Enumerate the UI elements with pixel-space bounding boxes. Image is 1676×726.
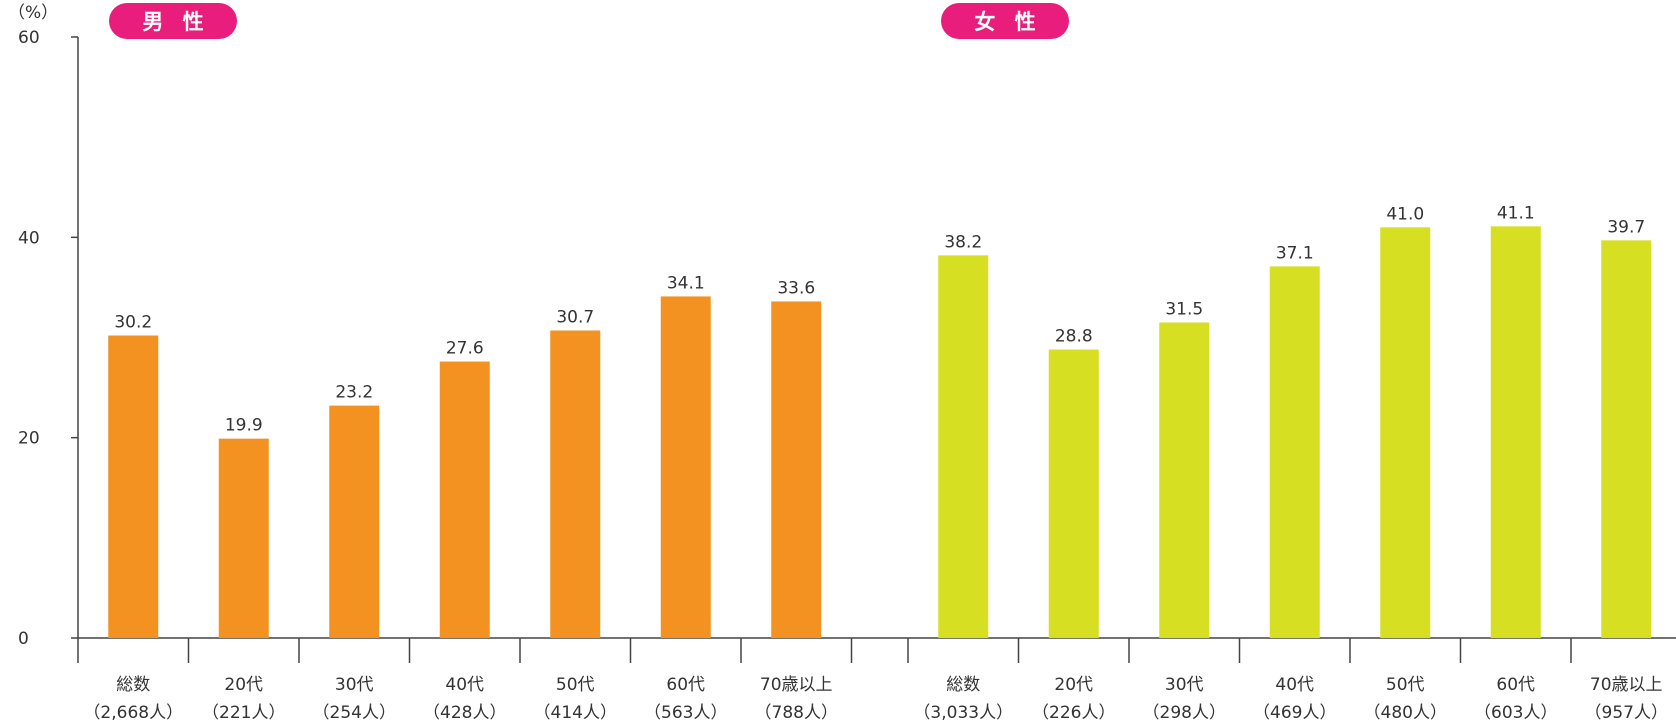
sample-size-label: （480人） — [1364, 703, 1447, 723]
sample-size-label: （298人） — [1143, 703, 1226, 723]
data-label: 38.2 — [944, 232, 982, 252]
x-tick-label: 40代 — [1275, 675, 1314, 695]
bar — [218, 438, 269, 638]
y-unit-label: （%） — [8, 3, 58, 23]
x-tick-label: 総数 — [946, 675, 980, 695]
bar — [1048, 349, 1099, 638]
y-tick-label: 20 — [18, 429, 40, 449]
sample-size-label: （221人） — [202, 703, 285, 723]
group-title: 男 性 — [142, 10, 209, 34]
bar — [660, 296, 711, 638]
data-label: 31.5 — [1165, 299, 1203, 319]
x-tick-label: 50代 — [556, 675, 595, 695]
sample-size-label: （563人） — [644, 703, 727, 723]
data-label: 34.1 — [667, 273, 705, 293]
sample-size-label: （957人） — [1585, 703, 1668, 723]
labels: 30.2 総数 （2,668人） 19.9 20代 （221人） 23.2 30代 （254人）… — [83, 203, 1668, 723]
y-tick-label: 0 — [18, 629, 29, 649]
sample-size-label: （2,668人） — [83, 703, 183, 723]
group-title: 女 性 — [974, 10, 1041, 34]
sample-size-label: （254人） — [313, 703, 396, 723]
y-tick-label: 40 — [18, 228, 40, 248]
data-label: 27.6 — [446, 339, 484, 359]
bar — [1159, 322, 1210, 638]
y-tick-label: 60 — [18, 28, 40, 48]
bar — [771, 301, 822, 638]
sample-size-label: （428人） — [423, 703, 506, 723]
group-title-pill — [941, 3, 1069, 39]
x-tick-label: 20代 — [224, 675, 263, 695]
data-label: 41.0 — [1386, 204, 1424, 224]
bar — [329, 405, 380, 638]
bar — [1601, 240, 1652, 639]
sample-size-label: （603人） — [1474, 703, 1557, 723]
data-label: 30.2 — [114, 312, 152, 332]
bar — [1490, 226, 1541, 638]
x-tick-label: 70歳以上 — [760, 675, 833, 695]
x-tick-label: 30代 — [1165, 675, 1204, 695]
x-tick-label: 総数 — [116, 675, 150, 695]
sample-size-label: （414人） — [534, 703, 617, 723]
x-tick-label: 40代 — [445, 675, 484, 695]
bar — [1380, 227, 1431, 639]
bar — [108, 335, 159, 638]
x-tick-label: 60代 — [666, 675, 705, 695]
x-tick-label: 60代 — [1496, 675, 1535, 695]
group-pills: 男 性女 性 — [109, 3, 1069, 39]
data-label: 23.2 — [335, 383, 373, 403]
data-label: 30.7 — [556, 307, 594, 327]
bar — [1269, 266, 1320, 638]
x-tick-label: 30代 — [335, 675, 374, 695]
sample-size-label: （788人） — [755, 703, 838, 723]
sample-size-label: （469人） — [1253, 703, 1336, 723]
x-tick-label: 50代 — [1386, 675, 1425, 695]
bars — [108, 226, 1652, 639]
bar — [938, 255, 989, 638]
x-tick-label: 20代 — [1054, 675, 1093, 695]
group-title-pill — [109, 3, 237, 39]
data-label: 19.9 — [225, 416, 263, 436]
sample-size-label: （226人） — [1032, 703, 1115, 723]
data-label: 41.1 — [1497, 203, 1535, 223]
bar — [550, 330, 601, 638]
sample-size-label: （3,033人） — [913, 703, 1013, 723]
data-label: 39.7 — [1607, 217, 1645, 237]
data-label: 28.8 — [1055, 327, 1093, 347]
x-tick-label: 70歳以上 — [1590, 675, 1663, 695]
bar — [439, 361, 490, 638]
data-label: 33.6 — [777, 278, 815, 298]
data-label: 37.1 — [1276, 243, 1314, 263]
